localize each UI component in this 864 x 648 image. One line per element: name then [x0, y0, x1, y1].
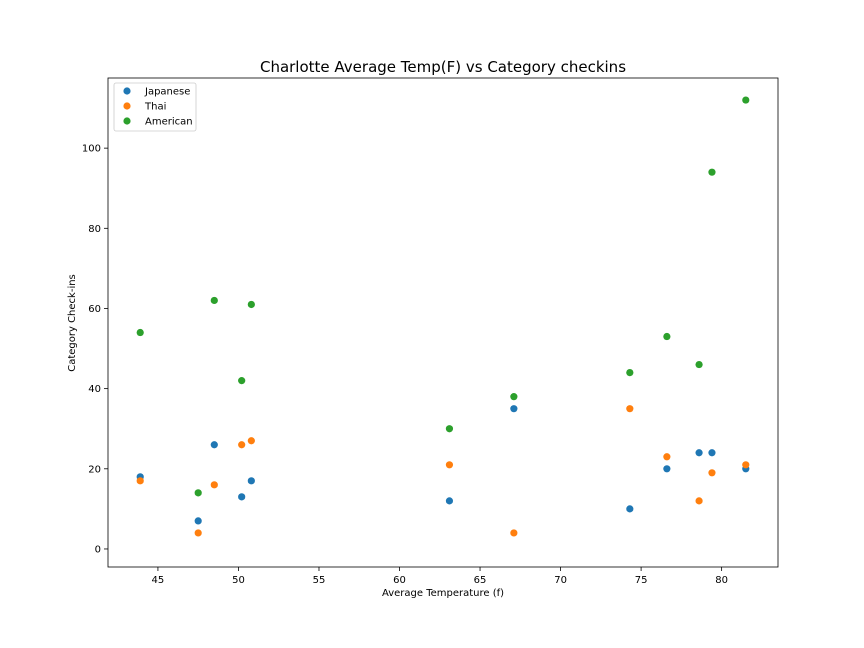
- chart-title: Charlotte Average Temp(F) vs Category ch…: [260, 58, 626, 76]
- y-tick-label: 100: [82, 144, 101, 155]
- american-point: [136, 328, 144, 337]
- legend-marker-thai: [123, 102, 131, 110]
- american-point: [238, 377, 246, 385]
- plot-frame: [107, 77, 779, 568]
- american-point: [210, 296, 218, 305]
- japanese-point: [210, 441, 218, 449]
- thai-point: [510, 529, 518, 537]
- japanese-point: [663, 465, 671, 473]
- legend-box: [113, 82, 197, 132]
- thai-point: [626, 405, 634, 413]
- thai-point: [247, 437, 255, 445]
- x-tick-label: 50: [232, 575, 245, 586]
- american-point: [742, 96, 750, 104]
- american-point: [445, 425, 454, 433]
- x-axis-label: Average Temperature (f): [382, 588, 504, 599]
- american-point: [626, 369, 634, 377]
- y-tick-label: 0: [95, 544, 101, 555]
- american-point: [708, 168, 716, 176]
- x-tick-label: 65: [474, 575, 487, 586]
- thai-point: [238, 441, 246, 449]
- y-tick-label: 80: [88, 224, 101, 235]
- thai-point: [663, 453, 671, 461]
- x-tick-label: 60: [393, 575, 406, 586]
- legend-label-american: American: [145, 117, 193, 128]
- x-tick-label: 80: [715, 575, 728, 586]
- american-point: [247, 300, 255, 309]
- thai-point: [136, 477, 144, 485]
- american-point: [510, 393, 518, 401]
- y-tick-label: 60: [88, 304, 101, 315]
- american-point: [663, 332, 671, 341]
- thai-point: [194, 529, 202, 537]
- x-tick-label: 70: [554, 575, 567, 586]
- thai-point: [742, 461, 750, 469]
- y-tick-label: 20: [88, 464, 101, 475]
- japanese-point: [708, 449, 716, 457]
- japanese-point: [445, 497, 454, 505]
- american-point: [695, 360, 703, 369]
- japanese-point: [238, 493, 246, 501]
- thai-point: [210, 481, 218, 489]
- thai-point: [695, 497, 703, 505]
- japanese-point: [695, 449, 703, 457]
- x-tick-label: 45: [152, 575, 165, 586]
- x-axis: 45 50 55 60 65 70 75 80: [152, 567, 728, 586]
- y-axis: 0 20 40 60 80 100: [82, 144, 108, 555]
- legend-label-thai: Thai: [144, 102, 166, 113]
- japanese-point: [626, 505, 634, 513]
- y-tick-label: 40: [88, 384, 101, 395]
- legend-marker-american: [123, 117, 131, 125]
- american-point: [194, 489, 202, 497]
- japanese-point: [247, 477, 255, 485]
- thai-point: [708, 469, 716, 477]
- japanese-point: [510, 405, 518, 413]
- legend-label-japanese: Japanese: [144, 87, 190, 98]
- data-points: [136, 96, 750, 537]
- x-tick-label: 75: [635, 575, 648, 586]
- japanese-point: [194, 517, 202, 525]
- y-axis-label: Category Check-ins: [67, 274, 78, 372]
- thai-point: [445, 461, 454, 469]
- legend-marker-japanese: [123, 87, 131, 95]
- x-tick-label: 55: [313, 575, 326, 586]
- legend: Japanese Thai American: [113, 82, 197, 132]
- plot-area: [107, 77, 779, 568]
